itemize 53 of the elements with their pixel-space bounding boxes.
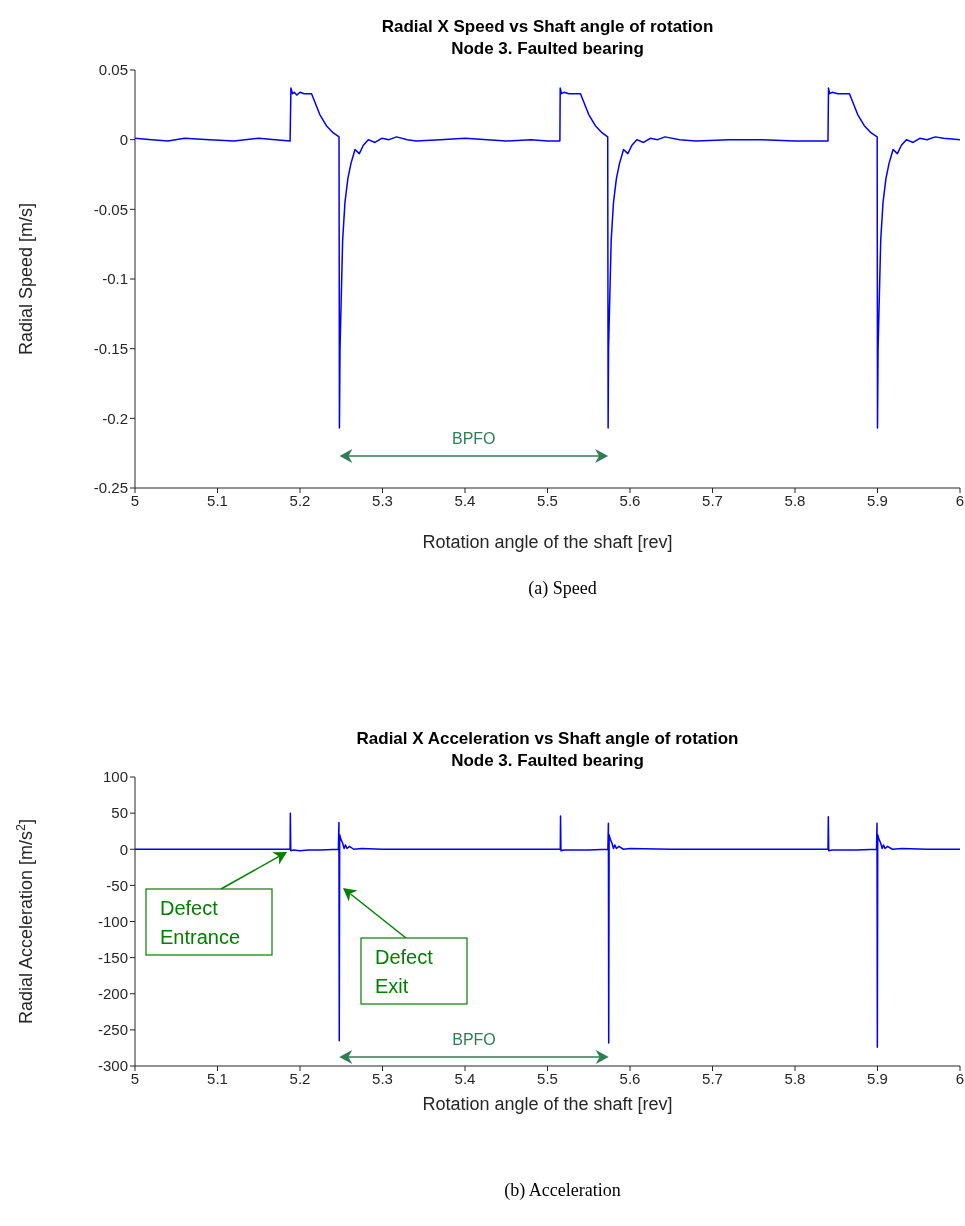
- y-tick-label: -0.15: [93, 339, 128, 357]
- y-tick-label: 0: [119, 130, 128, 148]
- y-tick-label: 0.05: [98, 61, 128, 79]
- x-tick-label: 5.3: [372, 491, 393, 509]
- line-series: [135, 87, 960, 429]
- y-tick-label: 50: [111, 804, 128, 822]
- x-tick-label: 5.5: [537, 1069, 558, 1087]
- x-axis-title: Rotation angle of the shaft [rev]: [422, 1094, 673, 1114]
- x-tick-label: 5.6: [619, 1069, 641, 1087]
- annotation: Defect Exit: [375, 946, 434, 997]
- y-tick-label: -0.05: [93, 200, 128, 218]
- y-tick-label: -200: [97, 985, 128, 1003]
- x-tick-label: 5.7: [702, 1069, 723, 1087]
- x-tick-label: 5: [130, 1069, 140, 1087]
- text: (a) Speed: [528, 578, 597, 599]
- chart-title: Radial X Speed vs Shaft angle of rotation: [381, 17, 714, 36]
- text: (b) Acceleration: [504, 1180, 621, 1201]
- y-tick-label: -0.25: [93, 479, 128, 497]
- y-tick-label: -0.2: [102, 409, 128, 427]
- y-tick-label: -150: [97, 948, 128, 966]
- y-tick-label: -0.1: [102, 270, 128, 288]
- x-tick-label: 5.1: [207, 1069, 228, 1087]
- annotation: BPFO: [452, 1031, 496, 1048]
- x-tick-label: 5.1: [207, 491, 228, 509]
- x-tick-label: 5.9: [867, 1069, 888, 1087]
- x-tick-label: 5.7: [702, 491, 723, 509]
- x-tick-label: 5: [130, 491, 140, 509]
- x-tick-label: 5.8: [784, 491, 806, 509]
- x-tick-label: 5.4: [454, 1069, 476, 1087]
- y-tick-label: 100: [102, 768, 128, 786]
- y-tick-label: -50: [106, 876, 128, 894]
- y-tick-label: -250: [97, 1021, 128, 1039]
- annotation: BPFO: [452, 430, 496, 447]
- x-tick-label: 5.3: [372, 1069, 393, 1087]
- y-tick-label: 0: [119, 840, 128, 858]
- x-tick-label: 5.8: [784, 1069, 806, 1087]
- x-tick-label: 5.5: [537, 491, 558, 509]
- y-tick-label: -300: [97, 1057, 128, 1075]
- annotation: Defect Entrance: [160, 897, 241, 948]
- x-tick-label: 5.2: [289, 491, 311, 509]
- x-tick-label: 6: [955, 1069, 965, 1087]
- chart-title: Radial X Acceleration vs Shaft angle of rotation: [356, 729, 739, 748]
- y-tick-label: -100: [97, 912, 128, 930]
- x-tick-label: 6: [955, 491, 965, 509]
- line-series: [135, 812, 960, 1048]
- x-tick-label: 5.9: [867, 491, 888, 509]
- x-tick-label: 5.4: [454, 491, 476, 509]
- chart-subtitle: Node 3. Faulted bearing: [451, 751, 644, 770]
- chart-subtitle: Node 3. Faulted bearing: [451, 39, 644, 58]
- x-axis-title: Rotation angle of the shaft [rev]: [422, 532, 673, 552]
- y-axis-title: Radial Speed [m/s]: [16, 202, 36, 356]
- x-tick-label: 5.6: [619, 491, 641, 509]
- x-tick-label: 5.2: [289, 1069, 311, 1087]
